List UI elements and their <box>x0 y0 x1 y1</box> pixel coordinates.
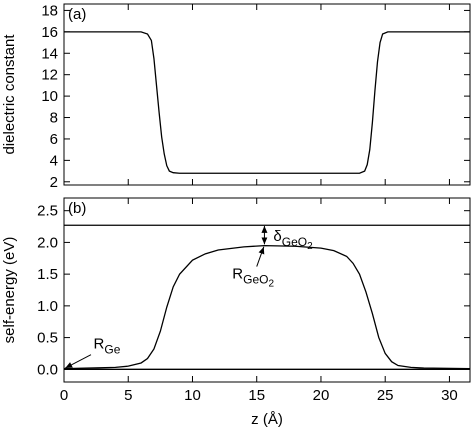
annotation: RGe <box>94 335 121 356</box>
panel-label: (a) <box>68 6 86 23</box>
x-tick-label: 30 <box>441 387 458 404</box>
y-tick-label: 2.0 <box>37 234 58 251</box>
x-axis-label: z (Å) <box>251 411 283 428</box>
plot-frame <box>63 3 471 186</box>
annotation-text: δ <box>273 228 281 245</box>
plot-area <box>64 31 470 174</box>
y-tick-label: 1.5 <box>37 266 58 283</box>
x-tick-label: 25 <box>377 387 394 404</box>
y-tick-label: 4 <box>50 152 58 169</box>
y-tick-label: 6 <box>50 131 58 148</box>
plot-area <box>63 224 471 370</box>
x-tick-label: 20 <box>313 387 330 404</box>
plot-frame <box>63 197 471 383</box>
y-tick-label: 12 <box>41 67 58 84</box>
y-tick-label: 0.5 <box>37 330 58 347</box>
arrow <box>256 246 265 267</box>
x-tick-label: 15 <box>248 387 265 404</box>
x-tick-label: 10 <box>184 387 201 404</box>
y-tick-label: 1.0 <box>37 298 58 315</box>
annotation-subsub: 2 <box>307 241 313 252</box>
y-tick-label: 14 <box>41 45 58 62</box>
y-tick-label: 2 <box>50 174 58 191</box>
annotation-text: R <box>94 335 105 352</box>
x-tick-label: 5 <box>124 387 132 404</box>
y-tick-label: 0.0 <box>37 361 58 378</box>
y-tick-label: 8 <box>50 110 58 127</box>
y-axis-label: self-energy (eV) <box>1 237 18 344</box>
annotation-text: R <box>232 266 243 283</box>
annotation-sub: GeO <box>243 273 268 287</box>
y-tick-label: 18 <box>41 2 58 19</box>
data-line <box>64 31 470 174</box>
y-axis-label: dielectric constant <box>1 34 18 155</box>
annotation-subsub: 2 <box>268 279 274 290</box>
data-line <box>63 244 471 370</box>
annotation-sub: Ge <box>104 342 120 356</box>
annotation-sub: GeO <box>282 235 307 249</box>
panel-label: (b) <box>68 200 86 217</box>
y-tick-label: 2.5 <box>37 203 58 220</box>
y-tick-label: 16 <box>41 24 58 41</box>
annotation: δGeO2 <box>273 228 313 252</box>
annotation: RGeO2 <box>232 266 274 290</box>
arrow <box>65 354 92 369</box>
y-tick-label: 10 <box>41 88 58 105</box>
x-tick-label: 0 <box>60 387 68 404</box>
